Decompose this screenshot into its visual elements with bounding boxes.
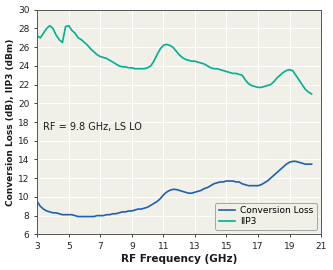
IIP3 bbox=[114, 62, 118, 66]
Conversion Loss bbox=[199, 189, 203, 192]
Conversion Loss bbox=[42, 207, 46, 211]
IIP3 bbox=[174, 49, 178, 53]
Conversion Loss bbox=[253, 184, 257, 187]
Conversion Loss bbox=[291, 160, 295, 163]
Text: RF = 9.8 GHz, LS LO: RF = 9.8 GHz, LS LO bbox=[44, 122, 142, 131]
IIP3 bbox=[310, 92, 314, 96]
IIP3 bbox=[117, 64, 121, 68]
Conversion Loss bbox=[114, 212, 118, 215]
Conversion Loss bbox=[76, 215, 80, 218]
IIP3 bbox=[48, 24, 52, 27]
Legend: Conversion Loss, IIP3: Conversion Loss, IIP3 bbox=[215, 203, 317, 230]
IIP3 bbox=[42, 32, 46, 35]
IIP3 bbox=[294, 74, 298, 77]
Conversion Loss bbox=[174, 188, 178, 191]
X-axis label: RF Frequency (GHz): RF Frequency (GHz) bbox=[121, 254, 237, 264]
Conversion Loss bbox=[117, 211, 121, 214]
Conversion Loss bbox=[310, 163, 314, 166]
Line: Conversion Loss: Conversion Loss bbox=[37, 161, 312, 217]
Y-axis label: Conversion Loss (dB), IIP3 (dBm): Conversion Loss (dB), IIP3 (dBm) bbox=[6, 38, 15, 206]
Line: IIP3: IIP3 bbox=[37, 26, 312, 94]
IIP3 bbox=[35, 34, 39, 38]
Conversion Loss bbox=[35, 200, 39, 203]
IIP3 bbox=[199, 62, 203, 65]
